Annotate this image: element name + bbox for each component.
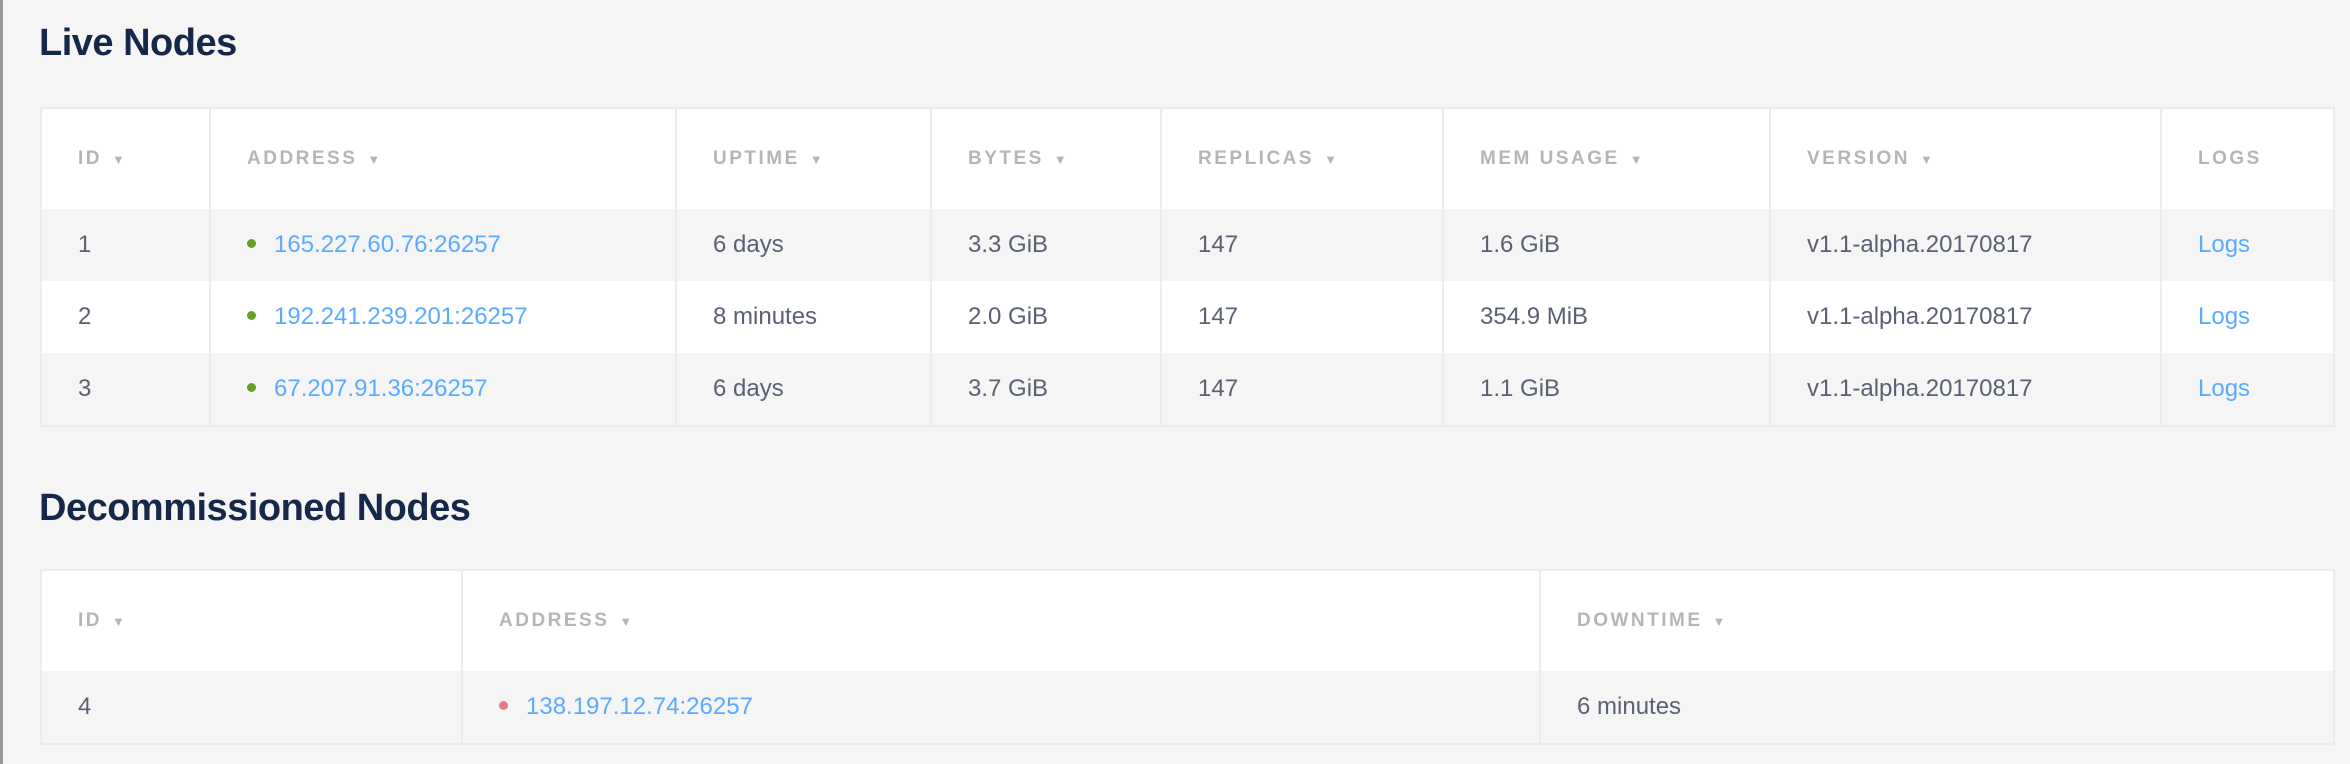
cell-bytes: 2.0 GiB — [930, 281, 1161, 353]
column-header-downtime[interactable]: DOWNTIME ▼ — [1539, 570, 2334, 671]
cell-id: 2 — [41, 281, 210, 353]
logs-link[interactable]: Logs — [2198, 303, 2251, 330]
column-header-label: REPLICAS — [1198, 148, 1315, 169]
column-header-uptime[interactable]: UPTIME ▼ — [675, 108, 931, 209]
column-header-label: MEM USAGE — [1480, 148, 1620, 169]
mem-value: 1.6 GiB — [1480, 231, 1561, 258]
sort-arrow-icon: ▼ — [1053, 152, 1067, 167]
cell-id: 1 — [41, 209, 210, 281]
cell-replicas: 147 — [1160, 209, 1443, 281]
sort-arrow-icon: ▼ — [112, 614, 125, 629]
column-header-address[interactable]: ADDRESS ▼ — [209, 108, 676, 209]
column-header-label: ID — [78, 148, 102, 169]
cell-replicas: 147 — [1160, 281, 1443, 353]
column-header-replicas[interactable]: REPLICAS ▼ — [1160, 108, 1443, 209]
column-header-logs[interactable]: LOGS — [2160, 108, 2334, 209]
cell-version: v1.1-alpha.20170817 — [1769, 281, 2161, 353]
status-dot-icon — [499, 701, 508, 711]
cell-logs: Logs — [2160, 353, 2334, 426]
column-header-id[interactable]: ID ▼ — [41, 570, 462, 671]
cell-bytes: 3.3 GiB — [930, 209, 1161, 281]
cell-version: v1.1-alpha.20170817 — [1769, 209, 2161, 281]
column-header-mem-usage[interactable]: MEM USAGE ▼ — [1442, 108, 1770, 209]
replicas-value: 147 — [1198, 303, 1239, 330]
cell-address: 192.241.239.201:26257 — [209, 281, 676, 353]
cell-address: 138.197.12.74:26257 — [461, 671, 1540, 744]
downtime-value: 6 minutes — [1577, 693, 1682, 720]
cell-id: 4 — [41, 671, 462, 744]
node-address-link[interactable]: 165.227.60.76:26257 — [274, 231, 501, 258]
version-value: v1.1-alpha.20170817 — [1807, 231, 2033, 258]
status-dot-icon — [247, 311, 256, 321]
logs-link[interactable]: Logs — [2198, 375, 2251, 402]
cell-mem: 1.1 GiB — [1442, 353, 1770, 426]
column-header-label: ADDRESS — [499, 610, 610, 631]
column-header-id[interactable]: ID ▼ — [41, 108, 210, 209]
node-address-link[interactable]: 138.197.12.74:26257 — [526, 693, 753, 720]
cell-mem: 1.6 GiB — [1442, 209, 1770, 281]
bytes-value: 2.0 GiB — [968, 303, 1049, 330]
column-header-label: LOGS — [2198, 148, 2262, 169]
table-row: 4 138.197.12.74:26257 6 minutes — [41, 671, 2334, 744]
cell-logs: Logs — [2160, 281, 2334, 353]
table-row: 2 192.241.239.201:26257 8 minutes 2.0 GiB 14… — [41, 281, 2334, 353]
column-header-version[interactable]: VERSION ▼ — [1769, 108, 2161, 209]
live-nodes-table: ID ▼ ADDRESS ▼ UPTIME ▼ BYTES ▼ REPLICAS ▼ MEM USA… — [40, 107, 2335, 427]
column-header-address[interactable]: ADDRESS ▼ — [461, 570, 1540, 671]
logs-link[interactable]: Logs — [2198, 231, 2251, 258]
sort-arrow-icon: ▼ — [1712, 614, 1726, 629]
sort-arrow-icon: ▼ — [619, 614, 633, 629]
sort-arrow-icon: ▼ — [1920, 152, 1933, 167]
version-value: v1.1-alpha.20170817 — [1807, 375, 2033, 402]
cell-version: v1.1-alpha.20170817 — [1769, 353, 2161, 426]
table-row: 3 67.207.91.36:26257 6 days 3.7 GiB 147 1.1 G… — [41, 353, 2334, 426]
version-value: v1.1-alpha.20170817 — [1807, 303, 2033, 330]
node-address-link[interactable]: 67.207.91.36:26257 — [274, 375, 488, 402]
cell-uptime: 8 minutes — [675, 281, 931, 353]
sort-arrow-icon: ▼ — [809, 152, 823, 167]
mem-value: 1.1 GiB — [1480, 375, 1561, 402]
column-header-label: DOWNTIME — [1577, 610, 1703, 631]
column-header-label: UPTIME — [713, 148, 800, 169]
column-header-label: VERSION — [1807, 148, 1911, 169]
decommissioned-nodes-title: Decommissioned Nodes — [39, 487, 471, 529]
replicas-value: 147 — [1198, 375, 1239, 402]
sort-arrow-icon: ▼ — [1629, 152, 1643, 167]
uptime-value: 8 minutes — [713, 303, 818, 330]
cell-uptime: 6 days — [675, 209, 931, 281]
uptime-value: 6 days — [713, 375, 784, 402]
sort-arrow-icon: ▼ — [367, 152, 381, 167]
column-header-label: ID — [78, 610, 102, 631]
cell-uptime: 6 days — [675, 353, 931, 426]
replicas-value: 147 — [1198, 231, 1239, 258]
cell-mem: 354.9 MiB — [1442, 281, 1770, 353]
mem-value: 354.9 MiB — [1480, 303, 1589, 330]
column-header-bytes[interactable]: BYTES ▼ — [930, 108, 1161, 209]
cell-id: 3 — [41, 353, 210, 426]
status-dot-icon — [247, 239, 256, 249]
live-nodes-title: Live Nodes — [39, 22, 237, 64]
status-dot-icon — [247, 383, 256, 393]
cell-bytes: 3.7 GiB — [930, 353, 1161, 426]
cell-address: 165.227.60.76:26257 — [209, 209, 676, 281]
column-header-label: ADDRESS — [247, 148, 358, 169]
sort-arrow-icon: ▼ — [112, 152, 125, 167]
cell-logs: Logs — [2160, 209, 2334, 281]
cell-replicas: 147 — [1160, 353, 1443, 426]
uptime-value: 6 days — [713, 231, 784, 258]
column-header-label: BYTES — [968, 148, 1044, 169]
table-row: 1 165.227.60.76:26257 6 days 3.3 GiB 147 1.6 … — [41, 209, 2334, 281]
sort-arrow-icon: ▼ — [1324, 152, 1337, 167]
decommissioned-nodes-table: ID ▼ ADDRESS ▼ DOWNTIME ▼ 4 138.197.12.74:2625… — [40, 569, 2335, 745]
id-value: 4 — [78, 693, 92, 720]
cell-address: 67.207.91.36:26257 — [209, 353, 676, 426]
id-value: 2 — [78, 303, 92, 330]
id-value: 3 — [78, 375, 92, 402]
id-value: 1 — [78, 231, 92, 258]
bytes-value: 3.7 GiB — [968, 375, 1049, 402]
node-address-link[interactable]: 192.241.239.201:26257 — [274, 303, 528, 330]
bytes-value: 3.3 GiB — [968, 231, 1049, 258]
cell-downtime: 6 minutes — [1539, 671, 2334, 744]
